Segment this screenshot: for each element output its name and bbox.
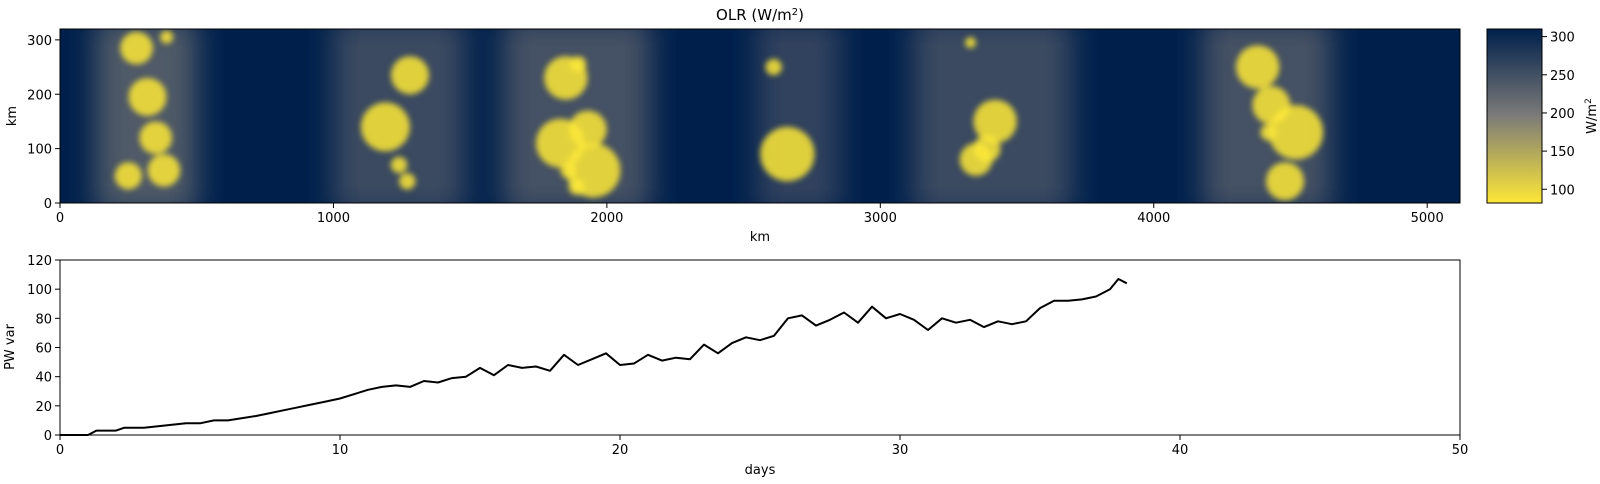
convective-cell [390, 156, 408, 174]
line-plot-area [60, 260, 1460, 435]
line-x-label: days [745, 463, 776, 478]
convective-cell [360, 102, 410, 152]
heatmap-y-label: km [5, 106, 20, 126]
convective-cell [139, 121, 173, 155]
pw-var-line [60, 278, 1128, 436]
x-tick-label: 5000 [1411, 211, 1444, 226]
colorbar [1486, 28, 1543, 204]
colorbar-tick-label: 250 [1550, 69, 1575, 84]
convective-cell [147, 154, 181, 187]
line-y-ticks: 0 20 40 60 80 100 120 [27, 254, 60, 444]
convective-cell [973, 135, 1001, 163]
convective-cell [120, 31, 153, 65]
colorbar-tick-label: 300 [1550, 31, 1575, 46]
x-tick-label: 4000 [1137, 211, 1170, 226]
convective-cell [760, 126, 815, 182]
y-tick-label: 300 [27, 34, 52, 49]
x-tick-label: 30 [892, 443, 909, 458]
convective-cell [765, 58, 782, 76]
heatmap-x-ticks: 0 1000 2000 3000 4000 5000 [56, 203, 1444, 226]
heatmap-y-ticks: 0 100 200 300 [27, 34, 60, 212]
convective-cell [544, 56, 588, 100]
convective-cell [965, 37, 976, 49]
colorbar-ticks: 100 150 200 250 300 [1542, 31, 1575, 198]
convective-cell [973, 99, 1017, 144]
colorbar-tick-label: 200 [1550, 107, 1575, 122]
y-tick-label: 60 [35, 342, 52, 357]
y-tick-label: 120 [27, 254, 52, 269]
y-tick-label: 40 [35, 371, 52, 386]
x-tick-label: 0 [56, 443, 64, 458]
x-tick-label: 40 [1172, 443, 1189, 458]
convective-cell [160, 30, 174, 44]
convective-cell [568, 110, 607, 149]
convective-band [757, 29, 840, 203]
y-tick-label: 100 [27, 143, 52, 158]
x-tick-label: 50 [1452, 443, 1469, 458]
x-tick-label: 0 [56, 211, 64, 226]
heatmap-x-label: km [750, 230, 770, 245]
line-x-ticks: 0 10 20 30 40 50 [56, 435, 1468, 458]
convective-cell [1265, 162, 1305, 201]
x-tick-label: 3000 [864, 211, 897, 226]
y-tick-label: 20 [35, 400, 52, 415]
x-tick-label: 2000 [590, 211, 623, 226]
y-tick-label: 80 [35, 312, 52, 327]
convective-cell [390, 56, 430, 95]
heatmap-frame [59, 28, 1461, 204]
y-tick-label: 0 [44, 429, 52, 444]
heatmap-plot-area [60, 29, 1460, 203]
convective-cell [1260, 124, 1277, 141]
y-tick-label: 100 [27, 283, 52, 298]
convective-cell [566, 143, 621, 198]
colorbar-label: W/m2 [1584, 98, 1600, 134]
colorbar-tick-label: 150 [1550, 145, 1575, 160]
x-tick-label: 10 [332, 443, 349, 458]
convective-cell [114, 162, 142, 190]
x-tick-label: 1000 [317, 211, 350, 226]
convective-cell [1235, 45, 1280, 89]
convective-cell [128, 77, 167, 116]
convective-cell [399, 173, 416, 190]
heatmap-title: OLR (W/m2) [716, 6, 804, 24]
y-tick-label: 200 [27, 88, 52, 103]
line-y-label: PW var [3, 323, 18, 369]
convective-cells [114, 30, 1324, 201]
convective-cell [1268, 105, 1324, 160]
x-tick-label: 20 [612, 443, 629, 458]
colorbar-tick-label: 100 [1550, 183, 1575, 198]
y-tick-label: 0 [44, 197, 52, 212]
